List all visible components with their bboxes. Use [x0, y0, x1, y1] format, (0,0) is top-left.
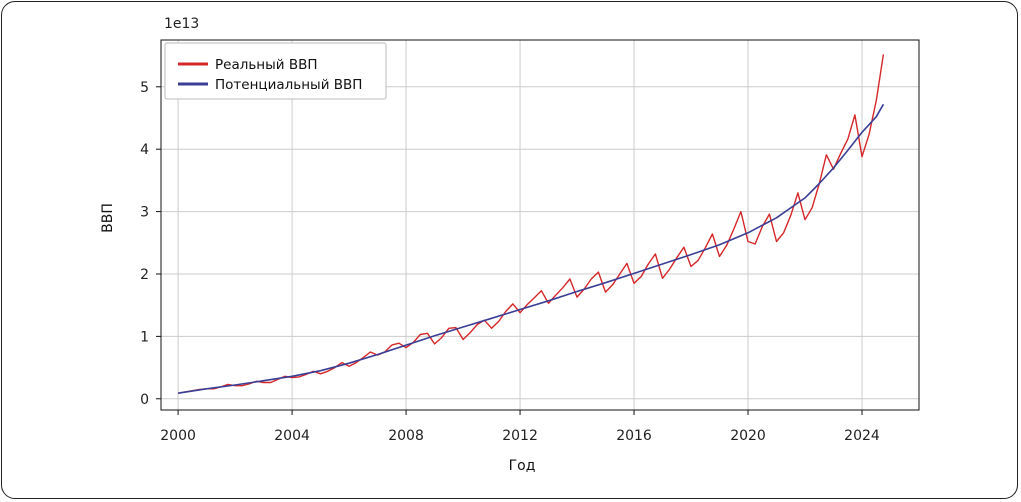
series-lines	[177, 54, 885, 394]
axis-ticks: 2000 2004 2008 2012 2016 2020 2024 0 1 2 3 4 5	[140, 80, 880, 444]
x-tick-label: 2024	[844, 428, 880, 444]
series-line-real-gdp	[177, 54, 885, 394]
x-tick-label: 2004	[274, 428, 310, 444]
y-tick-label: 3	[140, 205, 149, 221]
y-tick-label: 4	[140, 142, 149, 158]
x-tick-label: 2008	[388, 428, 424, 444]
offset-label: 1e13	[164, 16, 199, 32]
y-axis-title: ВВП	[100, 203, 116, 233]
y-tick-label: 1	[140, 329, 149, 345]
x-tick-label: 2020	[730, 428, 766, 444]
legend: Реальный ВВП Потенциальный ВВП	[164, 42, 387, 100]
y-tick-label: 5	[140, 80, 149, 96]
legend-box	[164, 42, 387, 100]
series-line-potential-gdp	[177, 103, 885, 394]
legend-label-potential: Потенциальный ВВП	[215, 77, 362, 93]
legend-label-real: Реальный ВВП	[215, 57, 318, 73]
x-tick-label: 2000	[160, 428, 196, 444]
x-tick-label: 2016	[616, 428, 652, 444]
y-tick-label: 0	[140, 392, 149, 408]
x-tick-label: 2012	[502, 428, 538, 444]
x-axis-title: Год	[509, 458, 536, 474]
y-tick-label: 2	[140, 267, 149, 283]
plot-area	[160, 39, 920, 411]
